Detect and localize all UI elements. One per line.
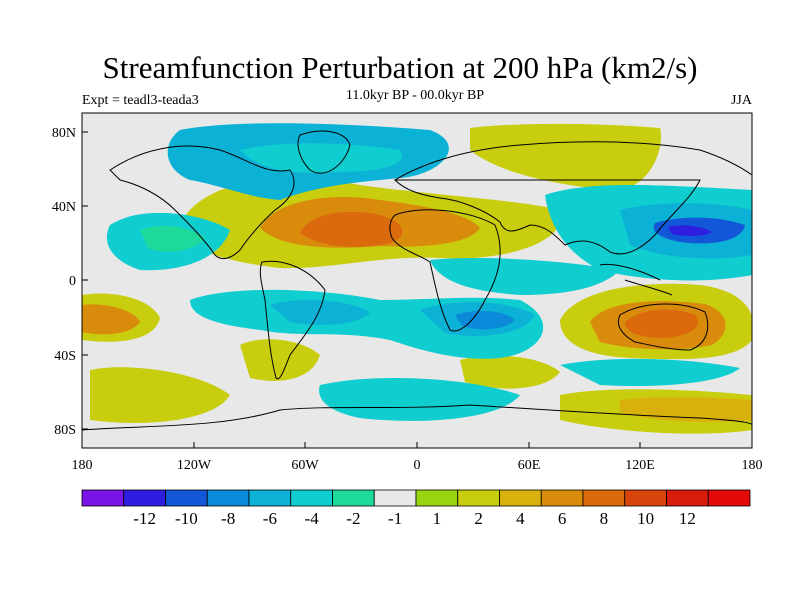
contour-af-low-inner: [455, 310, 515, 330]
contour-ep-low-inner: [140, 225, 205, 252]
map-title: Streamfunction Perturbation at 200 hPa (…: [102, 50, 698, 85]
contour-sw-pacific-inner: [82, 304, 140, 335]
colorbar-swatch: [415, 489, 459, 507]
coast-south-america: [259, 260, 326, 380]
contour-na-low-inner: [240, 143, 402, 173]
colorbar-swatch: [666, 489, 709, 507]
y-tick-label: 40S: [54, 349, 76, 364]
colorbar-swatch: [707, 489, 751, 507]
x-tick-label: 60E: [518, 458, 541, 473]
colorbar-swatch: [290, 489, 333, 507]
coast-antarctica: [82, 404, 752, 431]
colorbar-label: 1: [433, 509, 442, 528]
y-tick-label: 0: [69, 274, 76, 289]
x-tick-label: 0: [414, 458, 421, 473]
colorbar-label: -1: [388, 509, 402, 528]
colorbar-label: 8: [600, 509, 609, 528]
y-tick-label: 80S: [54, 423, 76, 438]
colorbar-swatch: [457, 489, 500, 507]
colorbar-label: 2: [474, 509, 483, 528]
map-subtitle: 11.0kyr BP - 00.0kyr BP: [345, 88, 485, 103]
colorbar-swatch: [373, 489, 417, 507]
colorbar-swatch: [582, 489, 626, 507]
coast-australia: [617, 303, 709, 351]
colorbar-label: 12: [679, 509, 696, 528]
coast-greenland: [297, 130, 351, 174]
colorbar-label: -4: [305, 509, 320, 528]
colorbar: -12 -10 -8 -6 -4 -2 -1 1 2 4 6 8 10 12: [81, 489, 751, 528]
colorbar-label: -6: [263, 509, 277, 528]
x-tick-label: 180: [742, 458, 763, 473]
colorbar-swatch: [81, 489, 125, 507]
contour-sam-low-mid: [270, 300, 370, 325]
colorbar-swatch: [540, 489, 584, 507]
contour-south-america-south: [240, 339, 320, 381]
contour-so-low-2: [560, 358, 740, 387]
colorbar-label: 6: [558, 509, 567, 528]
x-tick-label: 120W: [177, 458, 212, 473]
contour-io-low: [430, 258, 620, 295]
colorbar-swatch: [206, 489, 250, 507]
experiment-label: Expt = teadl3-teada3: [82, 93, 199, 108]
contour-atlantic-inner: [300, 211, 403, 247]
coast-africa: [389, 209, 501, 332]
season-label: JJA: [730, 93, 752, 108]
tick-marks: [81, 131, 753, 448]
coast-eurasia: [393, 141, 752, 255]
x-tick-label: 120E: [625, 458, 655, 473]
colorbar-swatch: [123, 489, 166, 507]
colorbar-label: -2: [346, 509, 360, 528]
coast-north-america: [109, 145, 295, 260]
contour-australia-inner: [625, 309, 699, 338]
y-tick-label: 40N: [52, 200, 76, 215]
coastlines: [82, 130, 752, 431]
colorbar-swatch: [332, 489, 375, 507]
colorbar-swatch: [499, 489, 542, 507]
contour-wp-low-core: [668, 225, 712, 237]
coast-maritime: [599, 263, 673, 296]
colorbar-swatch: [248, 489, 292, 507]
x-tick-label: 180: [72, 458, 93, 473]
x-tick-label: 60W: [291, 458, 319, 473]
contour-so-low-1: [319, 377, 520, 421]
colorbar-label: -12: [133, 509, 156, 528]
colorbar-label: -10: [175, 509, 198, 528]
colorbar-label: 4: [516, 509, 525, 528]
colorbar-label: -8: [221, 509, 235, 528]
colorbar-swatch: [165, 489, 208, 507]
contour-siberia: [470, 123, 661, 190]
y-tick-label: 80N: [52, 126, 76, 141]
colorbar-swatch: [624, 489, 667, 507]
contour-south-pacific: [90, 367, 230, 423]
contour-south-indian: [460, 355, 560, 389]
colorbar-label: 10: [637, 509, 654, 528]
